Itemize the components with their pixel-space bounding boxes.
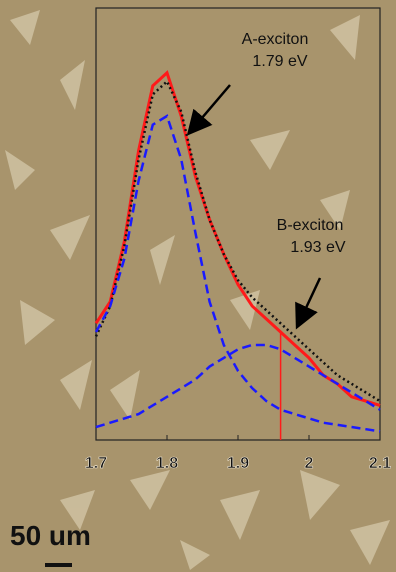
- arrow: [295, 277, 322, 330]
- annotation: 1.93 eV: [290, 239, 345, 256]
- series-line: [94, 114, 381, 433]
- x-tick-label: 1.8: [156, 455, 178, 472]
- scale-bar-label: 50 um: [10, 520, 91, 551]
- annotation: 1.79 eV: [252, 53, 307, 70]
- series-line: [95, 343, 381, 429]
- x-tick-label: 2.1: [369, 455, 391, 472]
- x-tick-label: 1.7: [85, 455, 107, 472]
- x-tick-label: 2: [305, 455, 314, 472]
- series-line: [94, 79, 381, 403]
- annotation: A-exciton: [242, 31, 309, 48]
- annotation: B-exciton: [277, 217, 344, 234]
- x-tick-label: 1.9: [227, 455, 249, 472]
- flakes: [5, 10, 390, 570]
- arrow: [186, 84, 231, 136]
